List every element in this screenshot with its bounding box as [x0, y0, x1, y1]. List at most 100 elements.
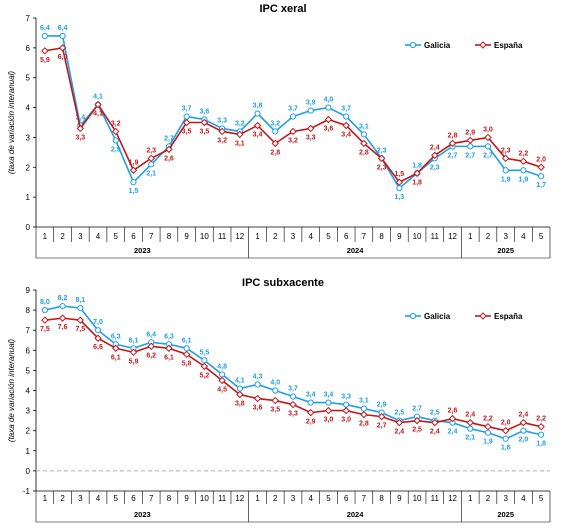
data-label: 2,3 [146, 147, 156, 154]
data-label: 3,8 [235, 401, 245, 408]
data-point [537, 422, 545, 431]
data-label: 1,8 [412, 179, 422, 186]
data-label: 2,5 [430, 410, 440, 417]
data-point [538, 173, 545, 180]
data-point [396, 185, 403, 192]
data-label: 5,8 [182, 360, 192, 367]
data-point [59, 302, 66, 310]
data-label: 6,4 [146, 331, 156, 338]
data-point [94, 100, 102, 109]
x-tick-label: 3 [503, 494, 508, 503]
data-label: 6,4 [40, 25, 50, 32]
x-tick-label: 11 [218, 232, 227, 241]
x-tick-label: 5 [539, 232, 544, 241]
data-label: 2,2 [536, 416, 546, 423]
data-label: 1,9 [519, 176, 529, 183]
data-point [147, 342, 155, 350]
data-label: 3,2 [217, 137, 227, 144]
x-tick-label: 4 [521, 494, 526, 503]
data-point [501, 154, 510, 163]
x-tick-label: 9 [397, 494, 402, 503]
data-label: 2,1 [146, 170, 156, 177]
data-point [271, 139, 279, 148]
data-label: 2,5 [394, 410, 404, 417]
data-point [41, 32, 48, 40]
data-point [537, 163, 545, 171]
year-label: 2025 [497, 246, 514, 255]
data-label: 5,9 [40, 57, 50, 64]
legend-marker [479, 41, 487, 49]
data-label: 2,7 [164, 135, 174, 142]
y-tick-label: 5 [26, 74, 31, 83]
data-point [218, 376, 226, 385]
data-label: 6,6 [93, 344, 103, 351]
data-label: 3,3 [341, 394, 351, 401]
data-label: 2,3 [377, 164, 387, 171]
data-label: 3,1 [235, 140, 245, 147]
data-point [343, 401, 350, 408]
data-label: 3,7 [288, 106, 298, 113]
data-point [484, 143, 492, 150]
data-point [307, 399, 314, 406]
data-label: 3,4 [75, 114, 85, 121]
data-point [466, 136, 474, 145]
data-point [130, 179, 137, 186]
y-tick-label: 2 [26, 163, 31, 172]
year-label: 2025 [497, 510, 514, 519]
data-point [94, 334, 102, 342]
data-point [360, 410, 368, 419]
legend: Galicia España [405, 312, 523, 321]
data-label: 2,9 [377, 402, 387, 409]
data-point [59, 32, 66, 40]
data-label: 3,4 [306, 392, 316, 399]
x-tick-label: 1 [468, 494, 473, 503]
data-label: 1,7 [536, 182, 546, 189]
x-tick-label: 3 [291, 494, 296, 503]
data-label: 3,6 [200, 109, 210, 116]
data-point [325, 399, 332, 406]
data-label: 5,9 [129, 358, 139, 365]
data-label: 4,3 [253, 373, 263, 380]
data-label: 3,9 [306, 100, 316, 107]
data-label: 4,1 [93, 111, 103, 118]
data-point [395, 418, 404, 427]
data-label: 5,2 [200, 372, 210, 379]
data-point [343, 113, 350, 120]
data-label: 2,9 [465, 129, 475, 136]
data-point [253, 394, 262, 403]
data-point [147, 154, 155, 163]
data-point [129, 348, 138, 357]
legend-label: Galicia [424, 312, 451, 321]
data-point [360, 131, 367, 138]
data-label: 3,0 [341, 417, 351, 424]
data-label: 2,7 [377, 423, 387, 430]
data-label: 7,0 [93, 319, 103, 326]
data-point [165, 145, 173, 154]
data-point [236, 130, 244, 139]
data-point [519, 157, 528, 166]
y-tick-label: -1 [23, 487, 31, 496]
series-line [44, 305, 542, 440]
data-label: 1,9 [483, 439, 493, 446]
data-label: 6,0 [58, 54, 68, 61]
x-tick-label: 12 [235, 232, 244, 241]
data-label: 6,1 [111, 354, 121, 361]
x-tick-label: 7 [362, 232, 367, 241]
data-label: 2,3 [430, 164, 440, 171]
x-tick-label: 3 [291, 232, 296, 241]
x-tick-label: 4 [96, 232, 101, 241]
data-label: 6,2 [146, 352, 156, 359]
data-label: 2,8 [270, 149, 280, 156]
data-point [289, 127, 297, 136]
legend-label: España [494, 41, 523, 50]
data-label: 3,8 [253, 103, 263, 110]
x-tick-label: 4 [308, 494, 313, 503]
data-point [200, 118, 209, 127]
data-point [538, 431, 545, 438]
data-point [272, 387, 279, 394]
data-label: 2,8 [448, 132, 458, 139]
data-point [183, 113, 190, 120]
data-label: 4,5 [217, 386, 227, 393]
data-point [76, 316, 85, 324]
